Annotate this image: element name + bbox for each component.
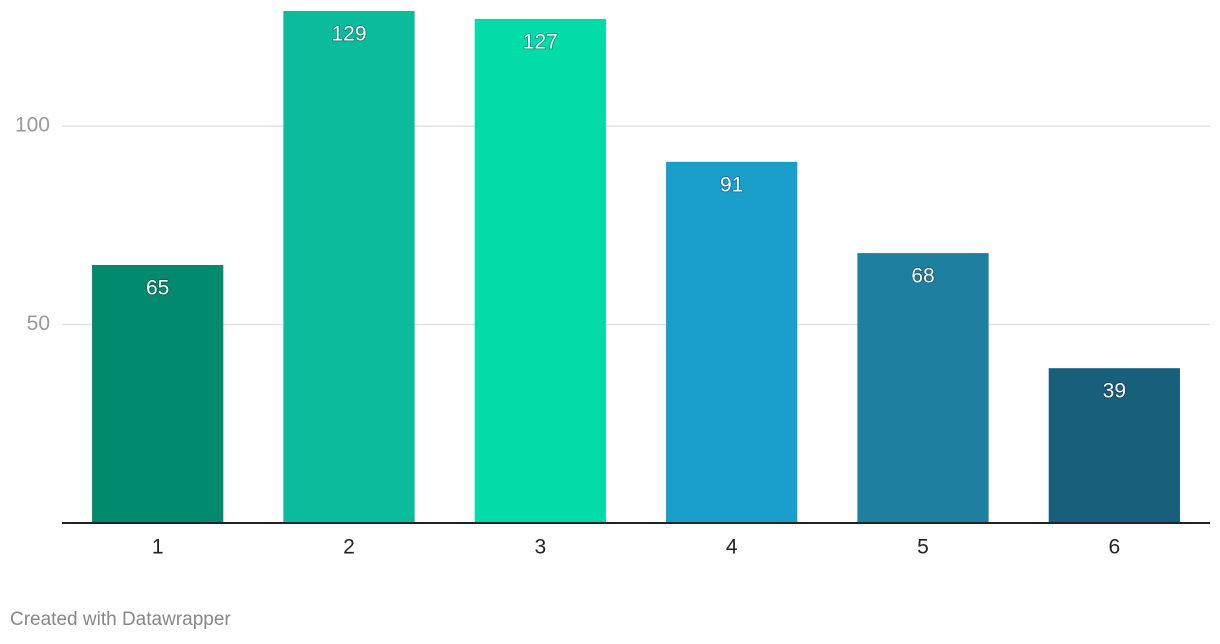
- x-tick-label: 6: [1108, 536, 1120, 559]
- y-tick-label: 100: [15, 114, 50, 137]
- value-label: 127: [523, 30, 558, 53]
- bar: [666, 161, 798, 524]
- value-label: 39: [1103, 380, 1126, 403]
- bar: [474, 18, 606, 524]
- x-tick-label: 4: [726, 536, 738, 559]
- y-tick-label: 50: [27, 312, 50, 335]
- bar: [92, 265, 224, 523]
- value-label: 91: [720, 173, 743, 196]
- x-tick-label: 2: [343, 536, 355, 559]
- x-tick-label: 3: [534, 536, 546, 559]
- bar: [1048, 368, 1180, 523]
- x-tick-label: 5: [917, 536, 929, 559]
- x-tick-label: 1: [152, 536, 164, 559]
- value-label: 68: [911, 265, 934, 288]
- value-label: 129: [331, 23, 366, 46]
- bar: [283, 10, 415, 523]
- value-label: 65: [146, 277, 169, 300]
- bar: [857, 253, 989, 524]
- footer: Created with Datawrapper: [10, 609, 231, 630]
